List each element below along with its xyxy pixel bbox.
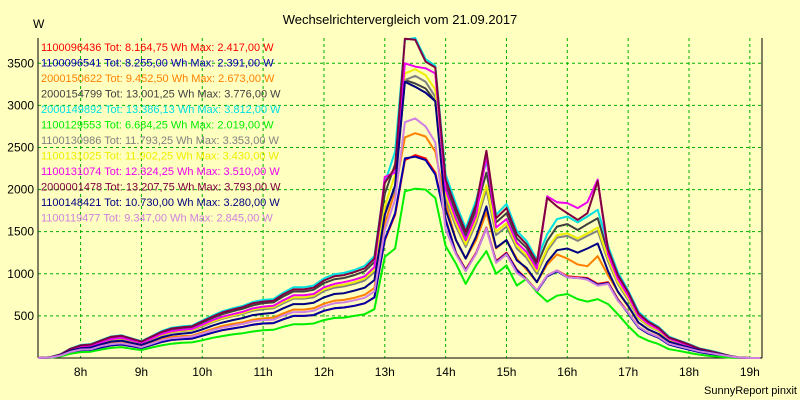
legend-entry: 2000150622 Tot: 9.452,50 Wh Max: 2.673,0… [41,73,275,85]
legend: 1100096436 Tot: 8.164,75 Wh Max: 2.417,0… [41,42,281,225]
legend-entry: 2000154799 Tot: 13.001,25 Wh Max: 3.776,… [41,89,281,101]
legend-entry: 1100148421 Tot: 10.730,00 Wh Max: 3.280,… [41,197,280,209]
x-tick-label: 16h [557,365,577,379]
x-tick-label: 15h [496,365,516,379]
y-tick-label: 2500 [7,140,34,154]
legend-entry: 1100129553 Tot: 6.684,25 Wh Max: 2.019,0… [41,120,274,132]
x-tick-label: 17h [618,365,638,379]
legend-entry: 1100131074 Tot: 12.324,25 Wh Max: 3.510,… [41,166,280,178]
series-line [37,80,761,359]
y-tick-label: 1000 [7,267,34,281]
series-lines [37,37,761,359]
series-line [37,117,761,359]
axes: 500 1000 1500 2000 2500 3000 3500 8h 9h 10h 11h 12h… [7,38,763,379]
x-tick-label: 14h [436,365,456,379]
x-tick-label: 12h [314,365,334,379]
y-axis-label: W [33,17,45,31]
legend-entry: 2000149892 Tot: 13.386,13 Wh Max: 3.812,… [41,104,281,116]
x-tick-label: 19h [740,365,760,379]
x-tick-label: 9h [135,365,148,379]
x-tick-label: 18h [679,365,699,379]
y-tick-label: 3000 [7,98,34,112]
series-line [37,37,761,359]
footer-credit: SunnyReport pinxit [704,385,797,397]
x-tick-label: 11h [254,365,273,379]
legend-entry: 2000001478 Tot: 13.207,75 Wh Max: 3.793,… [41,182,281,194]
series-line [37,187,761,359]
y-tick-label: 2000 [7,183,34,197]
y-tick-label: 3500 [7,56,34,70]
legend-entry: 1100096541 Tot: 8.255,00 Wh Max: 2.391,0… [41,58,274,70]
y-tick-label: 500 [14,309,34,323]
x-tick-label: 13h [375,365,395,379]
legend-entry: 1100130986 Tot: 11.793,25 Wh Max: 3.353,… [41,135,280,147]
x-tick-label: 10h [192,365,212,379]
x-tick-label: 8h [74,365,87,379]
legend-entry: 1100131025 Tot: 11.902,25 Wh Max: 3.430,… [41,151,280,163]
series-line [37,62,761,359]
legend-entry: 1100096436 Tot: 8.164,75 Wh Max: 2.417,0… [41,42,274,54]
chart-title: Wechselrichtervergleich vom 21.09.2017 [283,12,518,27]
y-tick-label: 1500 [7,225,34,239]
legend-entry: 1100119477 Tot: 9.347,00 Wh Max: 2.845,0… [41,213,273,225]
